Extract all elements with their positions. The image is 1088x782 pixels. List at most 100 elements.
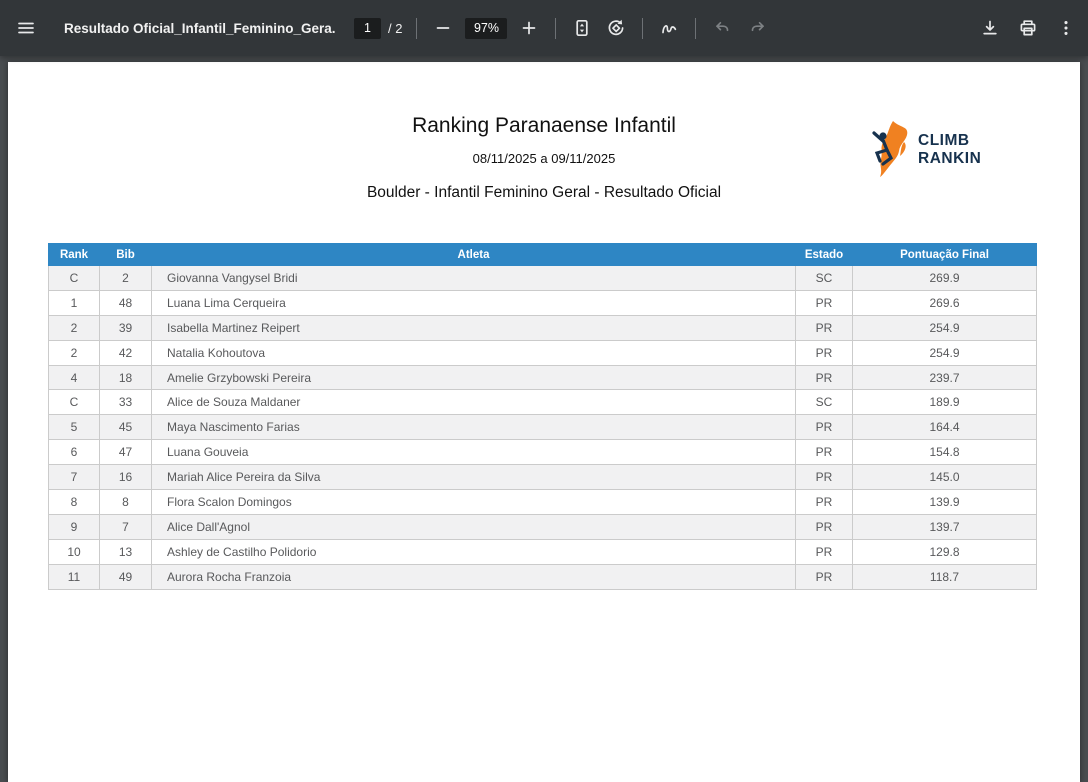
pdf-page: Ranking Paranaense Infantil 08/11/2025 a…	[8, 62, 1080, 782]
header-rank: Rank	[48, 243, 100, 266]
results-table: Rank Bib Atleta Estado Pontuação Final C…	[48, 243, 1037, 590]
cell-estado: PR	[795, 339, 853, 366]
print-icon	[1019, 19, 1037, 37]
table-row: 11 49 Aurora Rocha Franzoia PR 118.7	[48, 563, 1037, 590]
table-row: 10 13 Ashley de Castilho Polidorio PR 12…	[48, 538, 1037, 565]
table-row: C 2 Giovanna Vangysel Bridi SC 269.9	[48, 265, 1037, 291]
cell-estado: PR	[795, 464, 853, 491]
cell-estado: PR	[795, 439, 853, 466]
cell-rank: 7	[48, 464, 100, 491]
page-number-input[interactable]: 1	[354, 17, 381, 39]
logo-text-climb: CLIMB	[918, 132, 970, 149]
cell-pontuacao: 254.9	[852, 339, 1037, 366]
cell-pontuacao: 139.7	[852, 513, 1037, 540]
cell-bib: 8	[99, 489, 152, 515]
cell-atleta: Isabella Martinez Reipert	[151, 314, 796, 341]
cell-rank: 2	[48, 314, 100, 341]
cell-estado: PR	[795, 414, 853, 441]
cell-bib: 18	[99, 364, 152, 391]
climb-ranking-logo: CLIMB RANKING	[860, 120, 993, 178]
cell-pontuacao: 118.7	[852, 563, 1037, 590]
cell-estado: SC	[795, 265, 853, 291]
table-body: C 2 Giovanna Vangysel Bridi SC 269.9 1 4…	[48, 265, 1037, 590]
cell-atleta: Natalia Kohoutova	[151, 339, 796, 366]
page-title: Ranking Paranaense Infantil	[412, 114, 676, 137]
fit-page-icon	[573, 19, 591, 37]
table-row: 7 16 Mariah Alice Pereira da Silva PR 14…	[48, 464, 1037, 491]
cell-bib: 13	[99, 538, 152, 565]
table-row: 9 7 Alice Dall'Agnol PR 139.7	[48, 513, 1037, 540]
menu-button[interactable]	[10, 12, 42, 44]
zoom-in-icon	[520, 19, 538, 37]
cell-estado: SC	[795, 389, 853, 416]
pdf-viewer-toolbar: Resultado Oficial_Infantil_Feminino_Gera…	[0, 0, 1088, 56]
header-bib: Bib	[99, 243, 152, 266]
download-icon	[981, 19, 999, 37]
annotate-icon	[660, 19, 679, 38]
cell-atleta: Alice de Souza Maldaner	[151, 389, 796, 416]
fit-page-button[interactable]	[566, 12, 598, 44]
header-atleta: Atleta	[151, 243, 796, 266]
cell-atleta: Aurora Rocha Franzoia	[151, 563, 796, 590]
cell-estado: PR	[795, 489, 853, 515]
cell-rank: 9	[48, 513, 100, 540]
separator	[416, 17, 418, 39]
cell-pontuacao: 145.0	[852, 464, 1037, 491]
cell-estado: PR	[795, 563, 853, 590]
event-subtitle: Boulder - Infantil Feminino Geral - Resu…	[366, 184, 722, 201]
cell-rank: 11	[48, 563, 100, 590]
cell-bib: 47	[99, 439, 152, 466]
cell-atleta: Alice Dall'Agnol	[151, 513, 796, 540]
zoom-level-input[interactable]: 97%	[465, 17, 508, 39]
redo-icon	[749, 19, 767, 37]
cell-rank: C	[48, 389, 100, 416]
cell-rank: 4	[48, 364, 100, 391]
cell-estado: PR	[795, 364, 853, 391]
separator	[642, 17, 644, 39]
menu-icon	[17, 19, 35, 37]
annotate-button[interactable]	[653, 12, 685, 44]
cell-atleta: Ashley de Castilho Polidorio	[151, 538, 796, 565]
cell-atleta: Maya Nascimento Farias	[151, 414, 796, 441]
header-pontuacao: Pontuação Final	[852, 243, 1037, 266]
cell-pontuacao: 254.9	[852, 314, 1037, 341]
cell-bib: 39	[99, 314, 152, 341]
redo-button[interactable]	[742, 12, 774, 44]
table-row: 1 48 Luana Lima Cerqueira PR 269.6	[48, 289, 1037, 316]
logo-text-ranking: RANKING	[918, 150, 980, 167]
print-button[interactable]	[1012, 12, 1044, 44]
cell-estado: PR	[795, 513, 853, 540]
flame-icon	[880, 121, 908, 177]
more-vertical-icon	[1057, 19, 1075, 37]
rotate-button[interactable]	[600, 12, 632, 44]
cell-rank: 8	[48, 489, 100, 515]
cell-rank: 10	[48, 538, 100, 565]
document-title: Resultado Oficial_Infantil_Feminino_Gera…	[64, 20, 336, 36]
cell-rank: 2	[48, 339, 100, 366]
zoom-out-icon	[434, 19, 452, 37]
cell-pontuacao: 269.6	[852, 289, 1037, 316]
undo-icon	[713, 19, 731, 37]
table-row: 2 42 Natalia Kohoutova PR 254.9	[48, 339, 1037, 366]
zoom-out-button[interactable]	[427, 12, 459, 44]
cell-bib: 49	[99, 563, 152, 590]
table-row: 4 18 Amelie Grzybowski Pereira PR 239.7	[48, 364, 1037, 391]
undo-button[interactable]	[706, 12, 738, 44]
cell-pontuacao: 164.4	[852, 414, 1037, 441]
table-row: 6 47 Luana Gouveia PR 154.8	[48, 439, 1037, 466]
download-button[interactable]	[974, 12, 1006, 44]
separator	[555, 17, 557, 39]
cell-atleta: Mariah Alice Pereira da Silva	[151, 464, 796, 491]
cell-atleta: Giovanna Vangysel Bridi	[151, 265, 796, 291]
zoom-in-button[interactable]	[513, 12, 545, 44]
cell-pontuacao: 239.7	[852, 364, 1037, 391]
table-row: 5 45 Maya Nascimento Farias PR 164.4	[48, 414, 1037, 441]
cell-atleta: Flora Scalon Domingos	[151, 489, 796, 515]
cell-estado: PR	[795, 314, 853, 341]
page-count-label: / 2	[388, 20, 403, 36]
climber-figure	[872, 131, 894, 166]
table-header-row: Rank Bib Atleta Estado Pontuação Final	[48, 243, 1037, 266]
table-row: C 33 Alice de Souza Maldaner SC 189.9	[48, 389, 1037, 416]
cell-pontuacao: 269.9	[852, 265, 1037, 291]
more-options-button[interactable]	[1050, 12, 1082, 44]
